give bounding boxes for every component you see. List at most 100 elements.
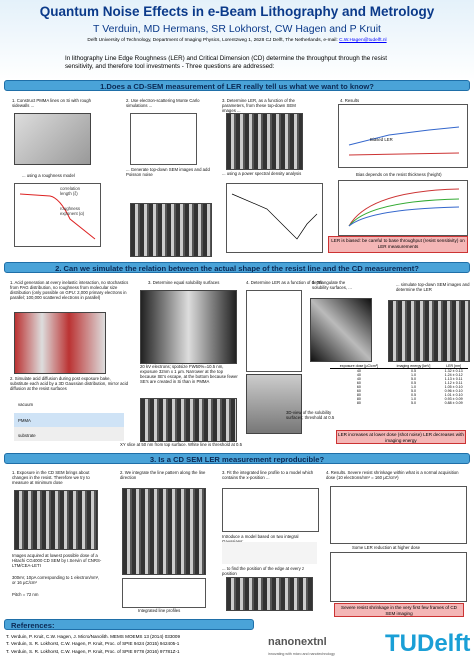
step: 5. Triangulate the solubility surfaces, …: [312, 280, 352, 291]
step: 1. Acid generation at every inelastic in…: [10, 280, 129, 301]
table-row: 80 0.5 1.01 ± 0.10: [330, 393, 468, 397]
step: 2. We integrate the line pattern along t…: [120, 470, 206, 481]
header-bg: [0, 0, 474, 80]
section-heading: 2. Can we simulate the relation between …: [4, 262, 470, 273]
table-cell: 0.88 ± 0.09: [444, 401, 463, 405]
psd-curve: [19, 193, 96, 240]
table-cell: 1.0: [411, 385, 417, 389]
caption: Pitch = 72 nm: [12, 592, 39, 597]
image: [310, 298, 372, 362]
table-header-cell: exposure dose [µC/cm²]: [330, 364, 388, 369]
ler-plot: [330, 552, 467, 602]
image: [226, 113, 303, 170]
table-row: 80 5.0 0.88 ± 0.09: [330, 401, 468, 405]
label: PMMA: [18, 418, 31, 423]
table-cell: 1.0: [411, 397, 417, 401]
table-header: exposure dose [µC/cm²] imaging energy [ke…: [330, 364, 468, 369]
table-row: 80 1.0 0.93 ± 0.09: [330, 397, 468, 401]
image: [140, 398, 237, 442]
image: [246, 374, 302, 434]
logo-tu: TUDelft: [385, 630, 471, 657]
caption: 3D-view of the solubility surfaces; thre…: [286, 410, 335, 421]
psd-curve: [231, 193, 318, 240]
caption: Some LER reduction at higher dose: [352, 545, 421, 550]
table-cell: 5.0: [411, 377, 417, 381]
label: vacuum: [18, 402, 34, 407]
table-cell: 60: [356, 381, 361, 385]
table-cell: 1.13 ± 0.11: [444, 377, 463, 381]
table-header-cell: imaging energy [keV]: [387, 364, 440, 369]
label: correlation length (ξ): [60, 186, 81, 197]
table-row: 40 1.0 1.24 ± 0.12: [330, 373, 468, 377]
table-cell: 1.12 ± 0.11: [444, 381, 463, 385]
intro: In lithography Line Edge Roughness (LER)…: [65, 55, 388, 70]
section-heading: 3. Is a CD SEM LER measurement reproduci…: [4, 453, 470, 464]
step: 3. Fit the integrated line profile to a …: [222, 470, 314, 481]
callout: LER is biased: be careful to base throug…: [328, 236, 468, 253]
result-plot: [338, 180, 468, 236]
image: [14, 312, 106, 374]
psd-plot: [226, 183, 323, 253]
caption: 300eV, 10pA corresponding to 1 electron/…: [12, 575, 100, 586]
image: [226, 577, 313, 611]
caption: ... to find the position of the edge at …: [222, 566, 305, 577]
table-cell: 1.24 ± 0.12: [444, 373, 463, 377]
table-cell: 1.0: [411, 373, 417, 377]
shrinkage-plot: [330, 486, 467, 544]
authors: T Verduin, MD Hermans, SR Lokhorst, CW H…: [93, 23, 381, 35]
ler-depth-plot: [246, 290, 302, 372]
diffusion-diagram: [14, 395, 124, 445]
pmma-layer: [14, 413, 124, 427]
table-cell: 40: [356, 373, 361, 377]
caption: 20 kV electrons; spotsize FW50%=10.5 nm,…: [140, 364, 238, 385]
label: Biased LER: [370, 137, 393, 142]
image: [14, 490, 98, 550]
reference-list: T. Verduin, P. Kruit, C.W. Hagen, J. Mic…: [6, 633, 256, 655]
step: 1. Exposure in the CD SEM brings about c…: [12, 470, 90, 486]
step: 2. Simulate acid diffusion during post e…: [10, 376, 128, 392]
reference: T. Verduin, S. R. Lokhorst, C.W. Hagen, …: [6, 648, 180, 654]
affiliation-line: Delft University of Technology, Departme…: [0, 38, 474, 43]
title: Quantum Noise Effects in e-Beam Lithogra…: [39, 4, 435, 19]
step: 3. Determine equal solubility surfaces: [148, 280, 220, 285]
step: ... Generate top-down SEM images and add…: [126, 167, 210, 178]
result-plot: [338, 104, 468, 168]
caption: Introduce a model based on two integral …: [222, 534, 299, 544]
caption: Images acquired at lowest possible dose …: [12, 553, 102, 569]
step: 2. Use electron-scattering Monte Carlo s…: [126, 98, 200, 109]
caption: Integrated line profiles: [138, 608, 181, 613]
image: [388, 300, 470, 362]
psd-plot: [14, 183, 101, 247]
step: ... simulate top-down SEM images and det…: [396, 282, 470, 293]
table-cell: 1.05 ± 0.10: [444, 385, 463, 389]
image: [130, 203, 212, 257]
table-cell: 0.5: [411, 369, 417, 373]
caption: Bias depends on the resist thickness (he…: [356, 172, 442, 177]
section-heading: 1.Does a CD-SEM measurement of LER reall…: [4, 80, 470, 91]
result-curve: [348, 188, 460, 227]
result-curve: [348, 126, 460, 156]
table-row: 40 5.0 1.13 ± 0.11: [330, 377, 468, 381]
table-header-cell: LER [nm]: [439, 364, 468, 369]
email: C.W.Hagen@tudelft.nl: [339, 38, 387, 43]
table-cell: 40: [356, 369, 361, 373]
table: exposure dose [µC/cm²] imaging energy [ke…: [330, 364, 468, 405]
image: [140, 290, 237, 364]
table-cell: 5.0: [411, 401, 417, 405]
table-cell: 1.01 ± 0.10: [444, 393, 463, 397]
table-row: 60 5.0 0.96 ± 0.10: [330, 389, 468, 393]
step: 4. Results: [340, 98, 360, 103]
reference: T. Verduin, S. R. Lokhorst, C.W. Hagen, …: [6, 641, 180, 647]
step: 3. Determine LER, as a function of the p…: [222, 98, 296, 114]
table-cell: 0.96 ± 0.10: [444, 389, 463, 393]
table-cell: 60: [356, 385, 361, 389]
profile-plot: [122, 578, 206, 608]
reference: T. Verduin, P. Kruit, C.W. Hagen, J. Mic…: [6, 634, 181, 639]
table-row: 40 0.5 1.32 ± 0.13: [330, 369, 468, 373]
table-cell: 0.5: [411, 381, 417, 385]
caption: XY slice at 50 nm from top surface. Whit…: [120, 442, 242, 447]
image: [14, 113, 91, 165]
step: 4. Results. Severe resist shrinkage with…: [326, 470, 459, 481]
table-cell: 80: [356, 397, 361, 401]
